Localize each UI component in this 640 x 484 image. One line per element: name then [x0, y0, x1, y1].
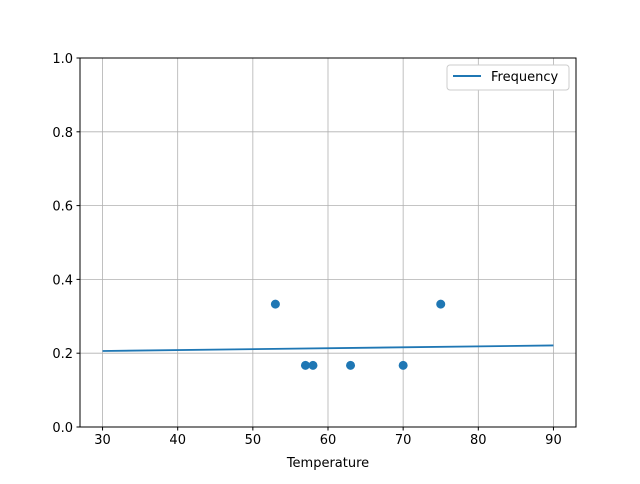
y-tick-label: 0.4	[52, 273, 73, 288]
scatter-point	[436, 299, 446, 309]
legend-box	[446, 64, 570, 91]
legend-label: Frequency	[491, 70, 558, 85]
ticks: 30 40 50 60 70 80 90 0.0 0.2 0.4 0.6 0.8 1.0	[52, 52, 561, 448]
marks	[102, 299, 554, 370]
frequency-line	[102, 344, 554, 352]
y-tick-label: 0.2	[52, 347, 73, 362]
grid	[80, 57, 576, 428]
x-tick-label: 30	[94, 433, 111, 448]
y-tick-label: 0.6	[52, 200, 73, 215]
scatter-point	[270, 299, 280, 309]
scatter-point	[308, 360, 318, 370]
x-tick-label: 40	[169, 433, 186, 448]
scatter-point	[346, 360, 356, 370]
y-tick-label: 0.8	[52, 126, 73, 141]
y-tick-label: 0.0	[52, 421, 73, 436]
scatter-point	[300, 360, 310, 370]
y-tick-label: 1.0	[52, 52, 73, 67]
x-tick-label: 50	[245, 433, 262, 448]
x-axis-label: Temperature	[286, 456, 369, 471]
x-tick-label: 80	[470, 433, 487, 448]
x-tick-label: 70	[395, 433, 412, 448]
x-tick-label: 60	[320, 433, 337, 448]
scatter-point	[398, 360, 408, 370]
legend: Frequency	[446, 64, 570, 91]
x-tick-label: 90	[545, 433, 562, 448]
